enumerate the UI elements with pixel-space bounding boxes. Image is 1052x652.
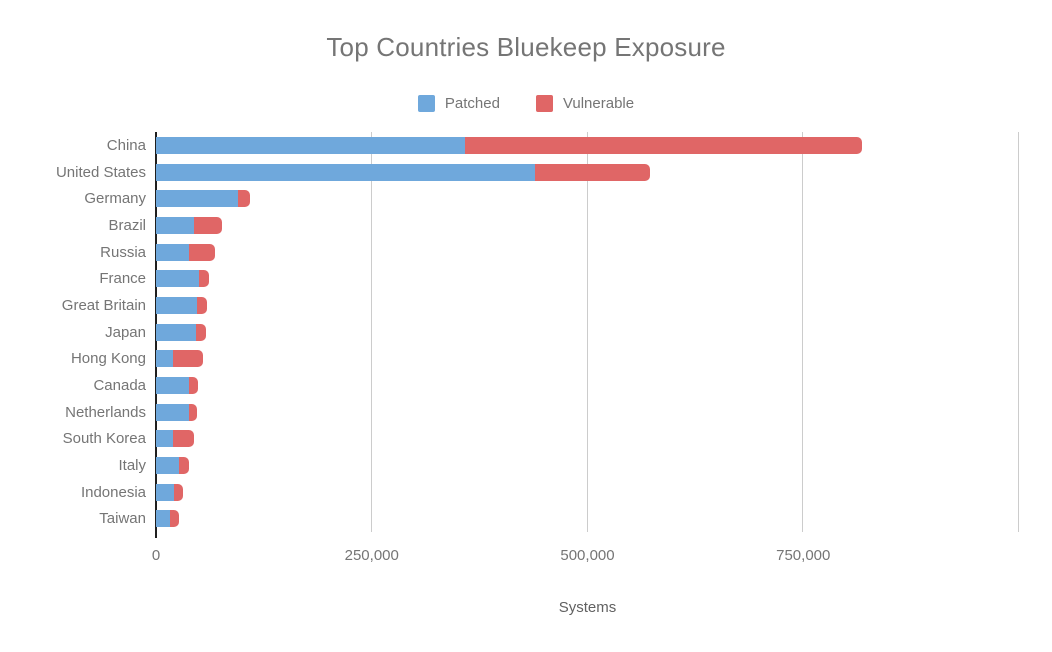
bar-segment-patched[interactable] — [156, 270, 200, 288]
category-label: Hong Kong — [70, 350, 146, 368]
bar-segment-vulnerable[interactable] — [534, 163, 650, 181]
bar-row: South Korea — [63, 430, 1019, 448]
bar-segment-patched[interactable] — [156, 483, 175, 501]
bar-segment-patched[interactable] — [156, 430, 174, 448]
legend-label: Vulnerable — [562, 95, 635, 112]
category-label: Taiwan — [99, 510, 146, 528]
bar-segment-vulnerable[interactable] — [169, 510, 180, 528]
bar-segment-patched[interactable] — [156, 296, 197, 314]
bar-segment-vulnerable[interactable] — [464, 136, 862, 154]
bar-segment-vulnerable[interactable] — [195, 323, 207, 341]
bar-row: Russia — [100, 243, 1019, 261]
category-label: Indonesia — [80, 483, 146, 501]
gridline — [1018, 132, 1019, 532]
bar-segment-patched[interactable] — [156, 510, 170, 528]
gridline — [586, 132, 588, 532]
plot-area: China United States Germany Brazil Russia Fra… — [56, 132, 1019, 538]
bar-row: Germany — [84, 190, 1019, 208]
bar-row: France — [99, 270, 1019, 288]
x-axis: 0 250,000 500,000 750,000 — [152, 547, 1019, 567]
category-label: United States — [55, 163, 146, 181]
bar-segment-patched[interactable] — [156, 136, 465, 154]
category-label: Italy — [118, 456, 146, 474]
bar-segment-patched[interactable] — [156, 376, 189, 394]
legend-swatch-patched — [417, 95, 435, 112]
bar-segment-vulnerable[interactable] — [188, 243, 215, 261]
category-label: South Korea — [62, 430, 146, 448]
bar-row: Hong Kong — [71, 350, 1019, 368]
bar-segment-patched[interactable] — [156, 323, 196, 341]
bar-row: Brazil — [108, 216, 1019, 234]
x-axis-tick-label: 750,000 — [776, 547, 831, 564]
category-label: France — [99, 270, 146, 288]
legend: Patched Vulnerable — [0, 95, 1052, 112]
category-label: Brazil — [108, 216, 146, 234]
category-label: Japan — [105, 323, 146, 341]
bar-row: China — [107, 136, 1019, 154]
chart-title: Top Countries Bluekeep Exposure — [326, 32, 726, 62]
bar-segment-vulnerable[interactable] — [173, 350, 204, 368]
category-label: Great Britain — [61, 296, 146, 314]
x-axis-tick-label: 250,000 — [344, 547, 399, 564]
bar-segment-vulnerable[interactable] — [196, 296, 207, 314]
bar-segment-patched[interactable] — [156, 243, 189, 261]
category-label: Canada — [93, 376, 146, 394]
bar-segment-patched[interactable] — [156, 403, 189, 421]
gridline — [802, 132, 804, 532]
bar-row: Netherlands — [65, 403, 1019, 421]
category-label: Germany — [84, 190, 146, 208]
legend-item-vulnerable[interactable]: Vulnerable — [535, 95, 635, 112]
category-label: Russia — [100, 243, 146, 261]
bar-segment-vulnerable[interactable] — [237, 190, 251, 208]
x-axis-title: Systems — [558, 599, 617, 616]
bar-segment-patched[interactable] — [156, 190, 238, 208]
bar-row: Indonesia — [81, 483, 1019, 501]
bar-segment-vulnerable[interactable] — [188, 403, 198, 421]
legend-label: Patched — [444, 95, 500, 112]
bar-segment-patched[interactable] — [156, 456, 180, 474]
bar-row: Great Britain — [62, 296, 1019, 314]
bar-segment-vulnerable[interactable] — [173, 430, 194, 448]
bar-row: United States — [56, 163, 1019, 181]
x-axis-tick-label: 0 — [151, 547, 161, 564]
bar-segment-patched[interactable] — [156, 163, 535, 181]
bar-row: Taiwan — [99, 510, 1019, 528]
bar-segment-vulnerable[interactable] — [193, 216, 222, 234]
bar-segment-patched[interactable] — [156, 350, 174, 368]
bar-segment-vulnerable[interactable] — [188, 376, 199, 394]
category-label: Netherlands — [65, 403, 146, 421]
bar-segment-patched[interactable] — [156, 216, 194, 234]
bar-segment-vulnerable[interactable] — [199, 270, 210, 288]
bar-segment-vulnerable[interactable] — [179, 456, 189, 474]
bar-row: Italy — [118, 456, 1019, 474]
legend-swatch-vulnerable — [535, 95, 553, 112]
gridline — [370, 132, 372, 532]
bar-segment-vulnerable[interactable] — [174, 483, 183, 501]
category-label: China — [106, 136, 146, 154]
bar-row: Canada — [93, 376, 1019, 394]
legend-item-patched[interactable]: Patched — [417, 95, 500, 112]
x-axis-tick-label: 500,000 — [560, 547, 615, 564]
bar-row: Japan — [105, 323, 1019, 341]
